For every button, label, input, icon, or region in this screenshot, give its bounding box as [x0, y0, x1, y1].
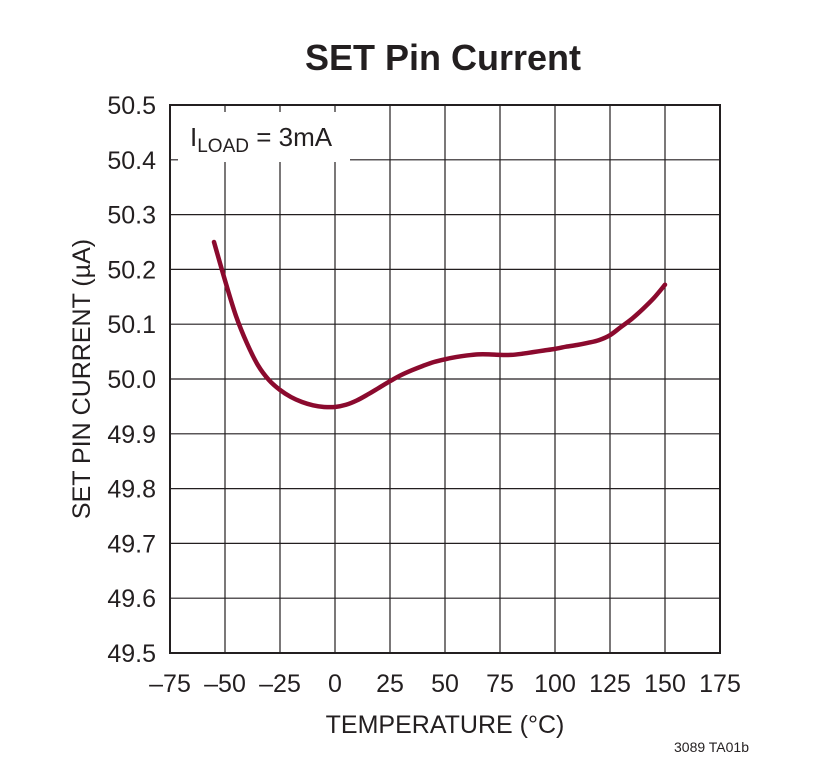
x-tick-label: –75	[149, 670, 191, 698]
x-axis-label: TEMPERATURE (°C)	[326, 711, 565, 739]
plot-frame	[169, 104, 721, 654]
y-tick-label: 49.9	[107, 421, 156, 449]
series-line	[211, 239, 668, 410]
y-tick-label: 50.3	[107, 202, 156, 230]
x-axis-ticks: –75 –50 –25 0 25 50 75 100 125 150 175	[149, 670, 741, 698]
y-tick-label: 50.5	[107, 92, 156, 120]
x-tick-label: 125	[589, 670, 631, 698]
chart-title: SET Pin Current	[305, 37, 581, 78]
figure-id: 3089 TA01b	[674, 739, 749, 755]
y-tick-label: 49.8	[107, 476, 156, 504]
y-axis-ticks: 49.5 49.6 49.7 49.8 49.9 50.0 50.1 50.2 50.3 50.4…	[107, 92, 156, 668]
y-tick-label: 50.0	[107, 366, 156, 394]
y-tick-label: 49.6	[107, 585, 156, 613]
y-tick-label: 50.1	[107, 311, 156, 339]
y-axis-label: SET PIN CURRENT (µA)	[68, 239, 96, 519]
y-tick-label: 50.2	[107, 256, 156, 284]
load-annotation: ILOAD = 3mA	[190, 122, 333, 157]
y-tick-label: 50.4	[107, 147, 156, 175]
y-tick-label: 49.5	[107, 640, 156, 668]
grid	[170, 105, 720, 653]
x-tick-label: 75	[486, 670, 514, 698]
x-tick-label: 50	[431, 670, 459, 698]
x-tick-label: –25	[259, 670, 301, 698]
x-tick-label: 25	[376, 670, 404, 698]
x-tick-label: 0	[328, 670, 342, 698]
annotation-background	[178, 112, 350, 162]
y-tick-label: 49.7	[107, 530, 156, 558]
x-tick-label: 150	[644, 670, 686, 698]
x-tick-label: 100	[534, 670, 576, 698]
x-tick-label: –50	[204, 670, 246, 698]
x-tick-label: 175	[699, 670, 741, 698]
